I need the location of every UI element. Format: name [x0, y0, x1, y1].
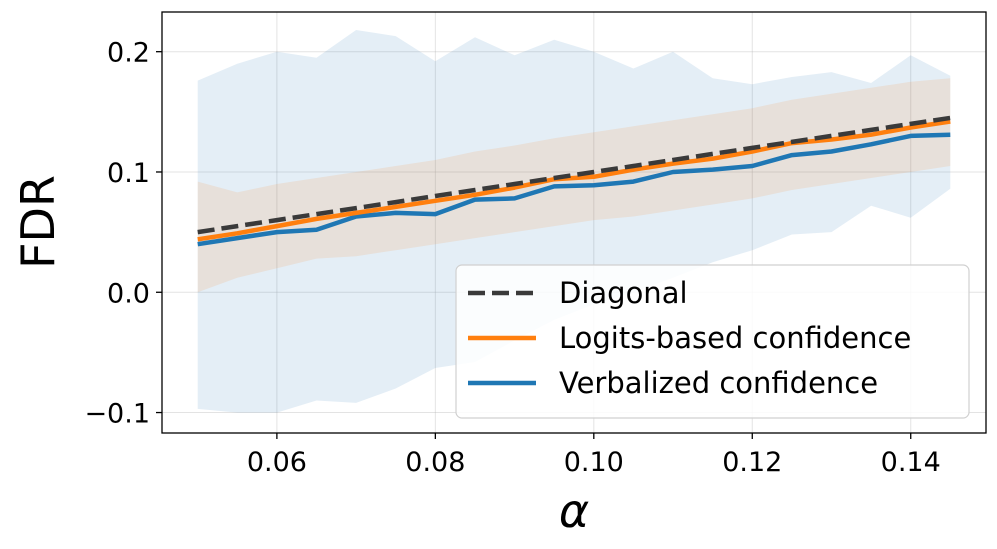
series-lines	[197, 115, 951, 247]
y-tick-label: 0.2	[107, 38, 150, 69]
band-verbalized	[197, 30, 951, 413]
x-tick-label: 0.08	[405, 447, 465, 478]
legend: Diagonal Logits-based confidence Verbalize…	[455, 264, 970, 419]
line-logits-based-confidence	[197, 119, 951, 242]
plot-frame	[161, 11, 987, 434]
legend-label: Logits-based confidence	[559, 321, 911, 355]
legend-label: Diagonal	[559, 276, 688, 310]
x-tick-label: 0.06	[247, 447, 307, 478]
legend-box	[455, 264, 970, 419]
x-tick-label: 0.14	[881, 447, 941, 478]
x-tick-label: 0.12	[722, 447, 782, 478]
x-tick-label: 0.10	[564, 447, 624, 478]
line-verbalized-confidence	[197, 132, 951, 247]
y-axis-label: FDR	[11, 175, 65, 269]
y-axis-ticks: −0.1 0.0 0.1 0.2	[84, 38, 162, 430]
x-axis-label: α	[559, 484, 589, 538]
line-diagonal	[197, 115, 951, 235]
y-tick-label: −0.1	[84, 399, 150, 430]
x-axis-ticks: 0.06 0.08 0.10 0.12 0.14	[247, 433, 941, 478]
y-tick-label: 0.1	[107, 158, 150, 189]
legend-label: Verbalized confidence	[559, 366, 878, 400]
y-tick-label: 0.0	[107, 278, 150, 309]
